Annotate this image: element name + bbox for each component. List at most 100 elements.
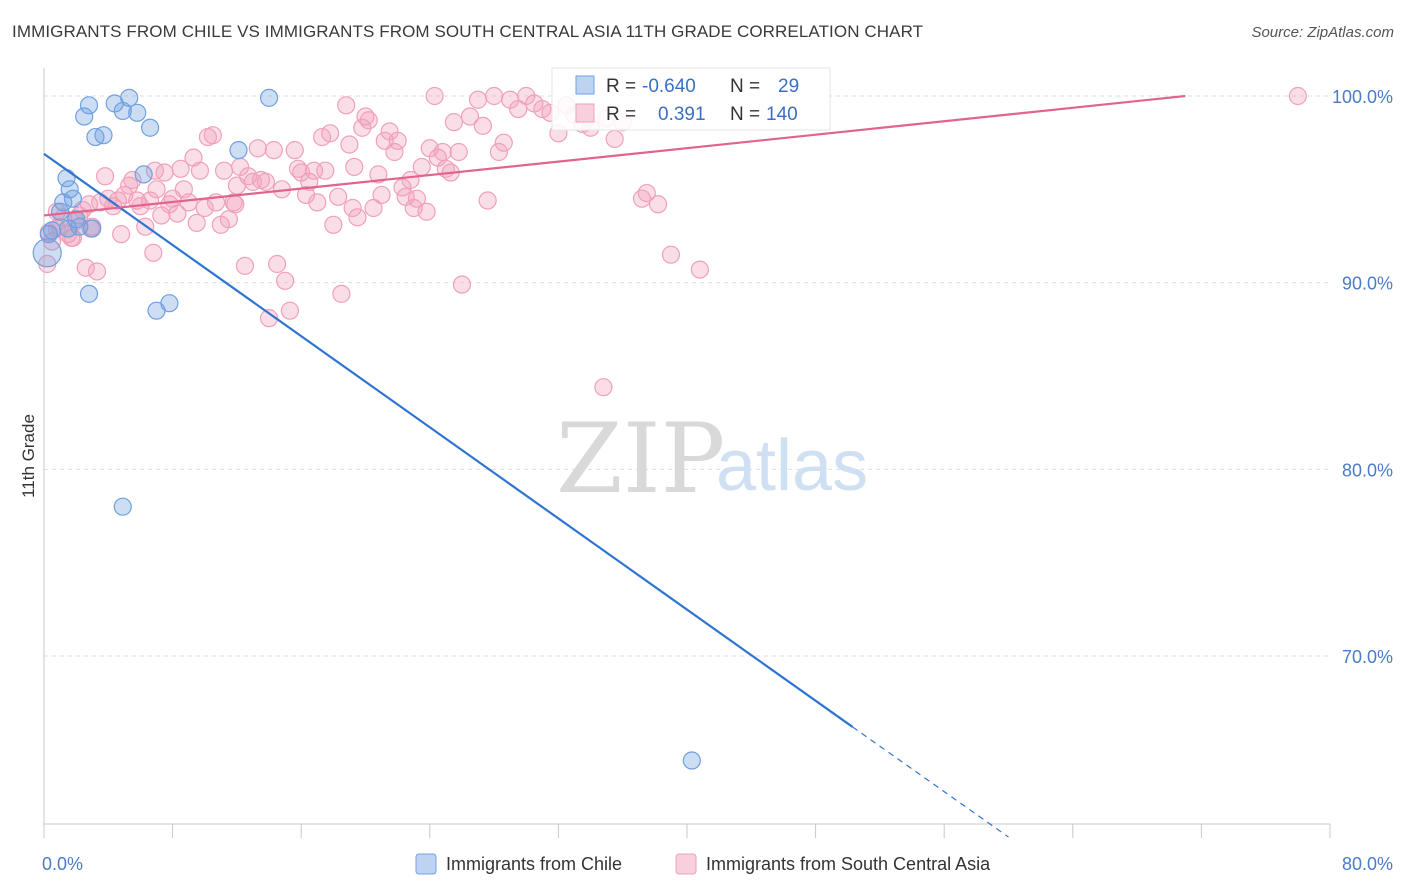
asia-point-114 <box>509 99 528 119</box>
asia-point-108 <box>473 116 492 135</box>
asia-point-28 <box>144 243 163 262</box>
asia-point-80 <box>353 118 372 137</box>
asia-point-138 <box>226 195 245 214</box>
asia-point-51 <box>235 256 255 275</box>
asia-point-40 <box>190 161 210 180</box>
axes <box>43 68 1331 838</box>
chile-point-19 <box>128 103 147 122</box>
asia-point-96 <box>417 202 436 221</box>
asia-point-67 <box>300 172 319 191</box>
asia-point-23 <box>123 170 142 190</box>
chart-title: IMMIGRANTS FROM CHILE VS IMMIGRANTS FROM… <box>12 22 924 41</box>
asia-point-109 <box>478 191 497 210</box>
legend-swatch-chile <box>575 75 595 95</box>
y-tick-label-2: 90.0% <box>1342 274 1393 294</box>
legend-box <box>551 67 831 131</box>
asia-point-129 <box>637 183 656 203</box>
asia-trend-line <box>43 94 1186 217</box>
y-tick-labels: 70.0% 80.0% 90.0% 100.0% <box>1332 87 1393 667</box>
asia-point-58 <box>264 141 283 160</box>
asia-point-83 <box>364 198 383 218</box>
chile-point-7 <box>63 189 83 208</box>
asia-point-34 <box>168 204 187 223</box>
legend-n-label-chile: N = <box>730 76 760 97</box>
asia-point-94 <box>407 189 427 208</box>
asia-point-62 <box>280 301 300 320</box>
asia-point-104 <box>449 142 468 162</box>
y-tick-label-1: 80.0% <box>1342 460 1393 480</box>
legend-n-label-asia: N = <box>730 104 760 125</box>
legend-r-value-asia: 0.391 <box>658 104 706 125</box>
asia-point-131 <box>661 245 681 264</box>
asia-point-106 <box>460 107 480 126</box>
asia-point-107 <box>468 90 488 109</box>
asia-point-100 <box>433 142 452 162</box>
chile-point-13 <box>83 219 102 238</box>
asia-point-89 <box>388 131 407 150</box>
chile-point-11 <box>79 284 99 303</box>
y-axis-label: 11th Grade <box>19 414 38 498</box>
bottom-legend-swatch-asia <box>675 853 697 875</box>
asia-point-75 <box>332 284 351 303</box>
asia-point-77 <box>340 135 359 154</box>
chile-trend-extension <box>852 726 1009 838</box>
asia-point-130 <box>648 195 668 214</box>
asia-point-56 <box>256 172 275 191</box>
source-credit: Source: ZipAtlas.com <box>1251 24 1394 41</box>
asia-point-39 <box>187 213 206 233</box>
asia-point-111 <box>489 142 509 162</box>
asia-point-82 <box>359 111 378 130</box>
bottom-legend-label-chile: Immigrants from Chile <box>446 854 622 874</box>
asia-point-139 <box>343 198 362 218</box>
correlation-legend: R = -0.640 N = 29 R = 0.391 N = 140 <box>551 67 831 131</box>
chile-point-12 <box>79 96 99 115</box>
asia-point-137 <box>145 161 165 180</box>
asia-point-95 <box>412 157 431 177</box>
legend-n-value-chile: 29 <box>778 76 799 97</box>
chile-point-15 <box>94 126 113 145</box>
chile-point-26 <box>259 88 279 107</box>
asia-point-54 <box>248 139 267 158</box>
asia-point-132 <box>690 260 709 279</box>
trend-lines <box>43 94 1186 838</box>
asia-point-35 <box>171 159 190 178</box>
asia-point-71 <box>316 161 335 180</box>
y-tick-label-0: 70.0% <box>1342 647 1393 667</box>
x-tick-label-1: 80.0% <box>1342 854 1393 874</box>
series-legend: Immigrants from Chile Immigrants from So… <box>415 853 991 875</box>
asia-point-22 <box>120 176 139 195</box>
chile-point-2 <box>42 221 62 240</box>
asia-point-11 <box>76 258 95 277</box>
asia-point-69 <box>308 193 327 212</box>
asia-point-133 <box>1288 86 1307 106</box>
asia-point-128 <box>632 189 652 208</box>
chile-point-27 <box>682 751 701 770</box>
series-south-central-asia <box>38 86 1307 397</box>
asia-point-105 <box>452 275 472 294</box>
asia-point-79 <box>348 208 367 227</box>
chile-point-20 <box>134 165 153 184</box>
chile-point-10 <box>75 107 94 126</box>
legend-swatch-asia <box>575 103 595 123</box>
asia-point-78 <box>345 157 364 177</box>
legend-r-value-chile: -0.640 <box>642 76 696 97</box>
asia-point-43 <box>203 126 222 145</box>
asia-point-12 <box>79 195 99 214</box>
asia-point-84 <box>369 165 388 184</box>
asia-point-59 <box>267 254 287 274</box>
asia-point-18 <box>104 197 123 216</box>
asia-point-16 <box>95 167 115 186</box>
chile-point-0 <box>32 238 62 268</box>
x-tick-labels: 0.0% 80.0% <box>42 854 1393 874</box>
watermark-atlas: atlas <box>716 426 868 506</box>
asia-point-112 <box>494 133 513 152</box>
asia-point-127 <box>594 378 613 397</box>
watermark: ZIP atlas <box>556 403 868 515</box>
chile-trend-line <box>43 152 854 728</box>
chile-point-23 <box>160 294 179 313</box>
chile-point-21 <box>140 118 160 137</box>
asia-point-72 <box>321 124 340 143</box>
chile-point-18 <box>120 88 139 107</box>
bottom-legend-label-asia: Immigrants from South Central Asia <box>706 854 991 874</box>
